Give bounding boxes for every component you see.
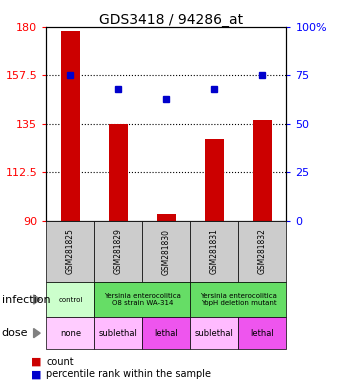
Text: ■: ■ [31, 357, 42, 367]
Text: GSM281832: GSM281832 [258, 228, 267, 275]
Text: control: control [58, 296, 83, 303]
Text: ■: ■ [31, 369, 42, 379]
Text: none: none [60, 329, 81, 338]
Text: Yersinia enterocolitica
YopH deletion mutant: Yersinia enterocolitica YopH deletion mu… [200, 293, 277, 306]
Text: lethal: lethal [154, 329, 178, 338]
Text: count: count [46, 357, 74, 367]
Bar [109, 124, 128, 221]
Bar [61, 31, 80, 221]
Text: percentile rank within the sample: percentile rank within the sample [46, 369, 211, 379]
Bar [205, 139, 224, 221]
Bar [253, 119, 272, 221]
Text: GSM281825: GSM281825 [66, 228, 75, 275]
Bar [157, 214, 176, 221]
Text: sublethal: sublethal [99, 329, 138, 338]
Text: GSM281830: GSM281830 [162, 228, 171, 275]
Text: GSM281829: GSM281829 [114, 228, 123, 275]
Text: infection: infection [2, 295, 50, 305]
Text: GDS3418 / 94286_at: GDS3418 / 94286_at [99, 13, 244, 27]
Text: lethal: lethal [250, 329, 274, 338]
Polygon shape [34, 328, 40, 338]
Text: sublethal: sublethal [195, 329, 234, 338]
Text: GSM281831: GSM281831 [210, 228, 219, 275]
Polygon shape [34, 295, 40, 304]
Text: Yersinia enterocolitica
O8 strain WA-314: Yersinia enterocolitica O8 strain WA-314 [104, 293, 181, 306]
Text: dose: dose [2, 328, 28, 338]
